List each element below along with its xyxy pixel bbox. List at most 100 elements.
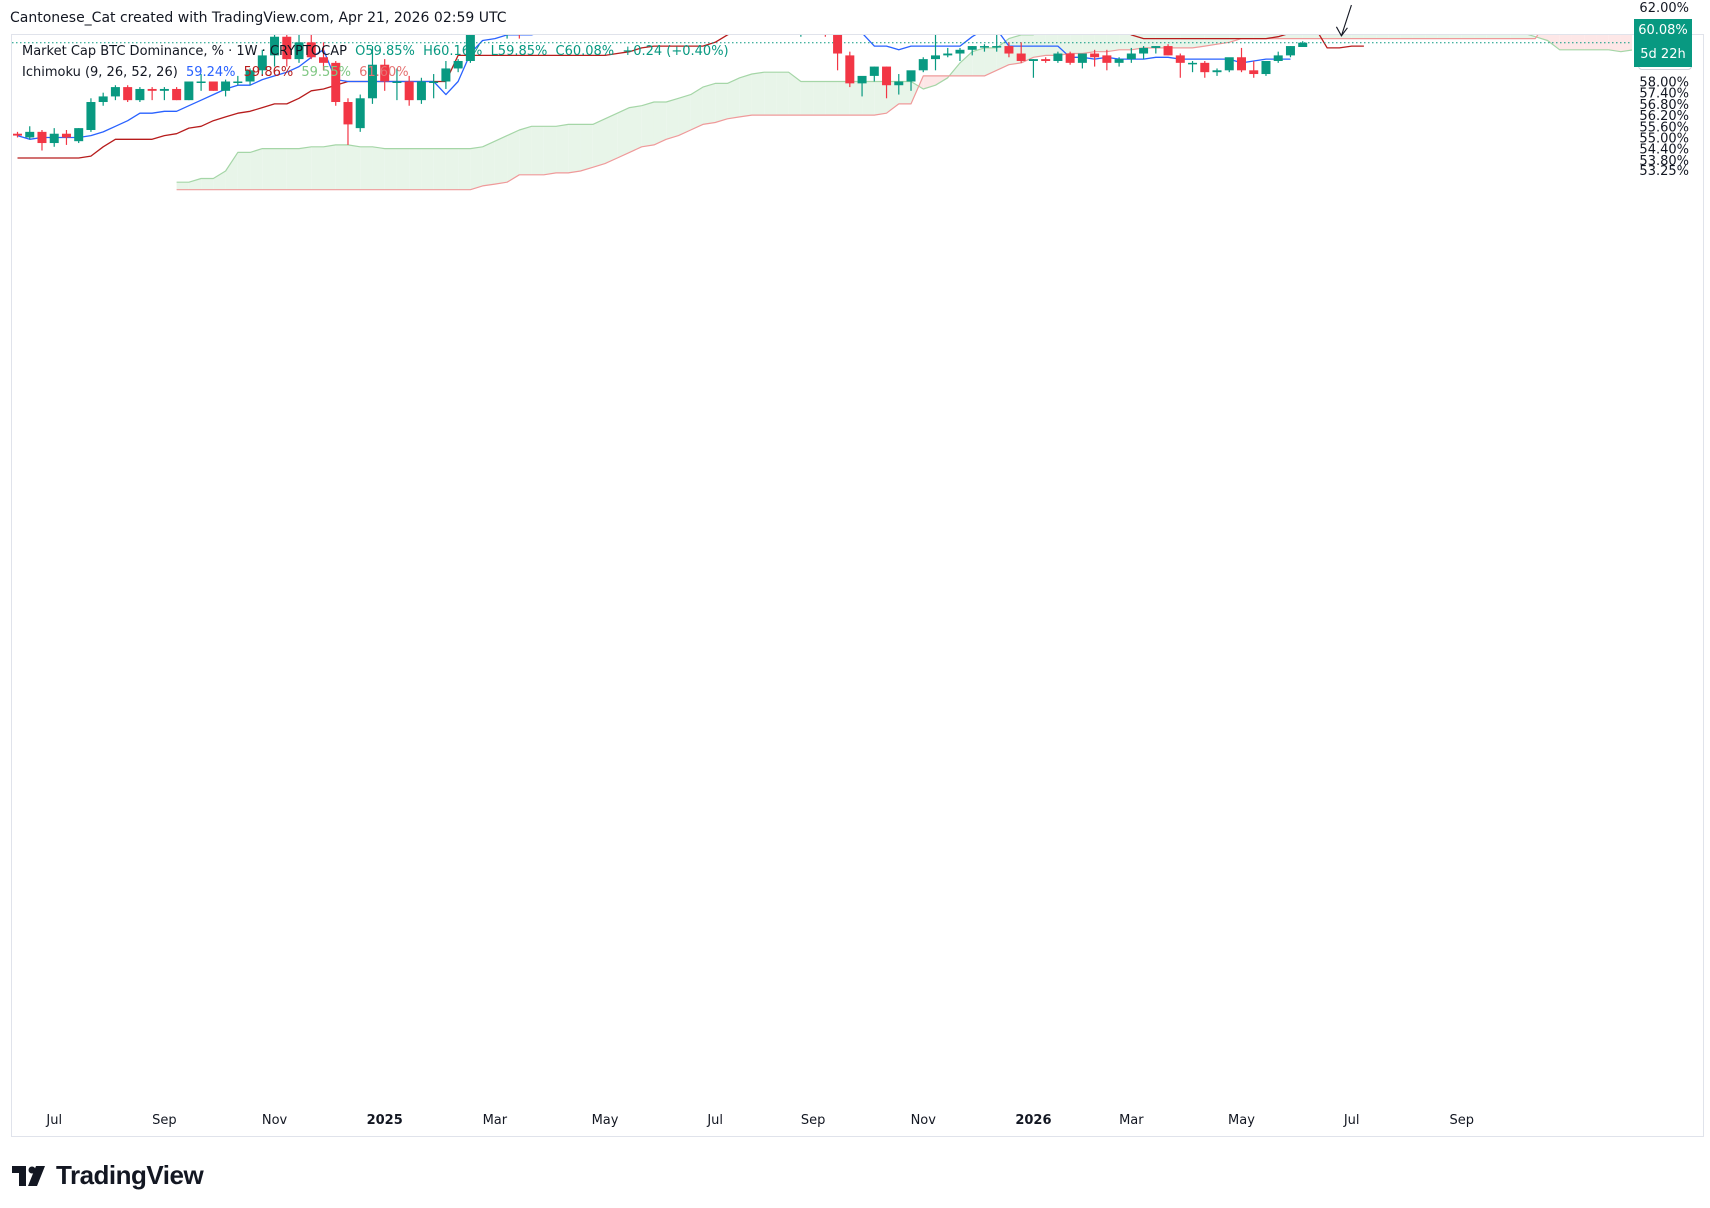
cloud-segment [1449, 35, 1462, 39]
candle-body [343, 102, 353, 125]
candle-body [1114, 59, 1124, 63]
cloud-segment [372, 146, 385, 190]
cloud-segment [1302, 35, 1315, 39]
cloud-segment [715, 83, 728, 123]
span-b-value: 61.60% [359, 65, 409, 80]
cloud-segment [250, 148, 263, 190]
cloud-segment [1510, 35, 1524, 39]
candle-body [1237, 57, 1246, 71]
candle-body [1090, 53, 1100, 58]
candle-body [257, 55, 267, 71]
candle-body [355, 98, 365, 129]
candle-body [1188, 62, 1198, 65]
cloud-segment [188, 178, 202, 190]
candle-body [552, 11, 561, 13]
cloud-segment [433, 148, 446, 190]
cloud-segment [898, 81, 912, 104]
candle-body [1016, 53, 1026, 61]
cloud-segment [1278, 35, 1291, 39]
cloud-segment [1620, 35, 1632, 52]
cloud-segment [1057, 35, 1071, 56]
cloud-segment [1363, 35, 1377, 39]
cloud-segment [764, 72, 777, 116]
candle-body [918, 59, 928, 71]
candle-body [882, 66, 892, 86]
candle-body [61, 133, 71, 138]
cloud-segment [813, 81, 826, 116]
cloud-segment [1155, 35, 1169, 48]
cloud-segment [507, 129, 520, 183]
cloud-segment [959, 51, 973, 76]
symbol-legend[interactable]: Market Cap BTC Dominance, % · 1W · CRYPT… [22, 44, 733, 59]
cloud-segment [751, 72, 765, 116]
price-tick-label: 56.80% [1639, 98, 1689, 113]
cloud-segment [862, 81, 875, 116]
arrow-shaft [1340, 4, 1352, 36]
cloud-segment [1229, 35, 1242, 43]
price-tick-label: 62.00% [1639, 1, 1689, 16]
cloud-segment [984, 47, 997, 76]
candle-body [1261, 60, 1271, 75]
cloud-segment [886, 81, 899, 114]
cloud-segment [1608, 35, 1621, 52]
price-tick-label: 55.60% [1639, 120, 1689, 135]
candle-body [37, 131, 47, 144]
cloud-segment [1461, 35, 1475, 39]
candle-body [13, 133, 22, 136]
cloud-segment [849, 81, 863, 116]
cloud-segment [360, 146, 373, 190]
cloud-segment [1217, 35, 1230, 45]
cloud-segment [1094, 35, 1107, 52]
candle-body [1028, 59, 1038, 61]
ichimoku-spans [176, 35, 1632, 191]
cloud-segment [1584, 35, 1597, 50]
candle-body [367, 64, 377, 99]
candle-body [1041, 59, 1051, 61]
time-axis[interactable]: Jul Sep Nov 2025 Mar May Jul Sep Nov 2026 Mar May Ju… [45, 1113, 1474, 1128]
candle-body [539, 11, 548, 24]
candle-body [233, 81, 243, 83]
candle-body [809, 12, 818, 21]
candle-body [943, 53, 953, 56]
cloud-segment [409, 148, 422, 190]
cloud-segment [1694, 14, 1706, 59]
cloud-segment [1265, 35, 1279, 39]
cloud-segment [176, 182, 189, 190]
candle-body [869, 66, 879, 76]
current-price-label: 60.08% [1634, 18, 1692, 43]
indicator-legend[interactable]: Ichimoku (9, 26, 52, 26) 59.24% 59.86% 5… [22, 65, 413, 80]
base-line [17, 35, 1364, 159]
cloud-segment [1339, 35, 1352, 39]
cloud-segment [653, 102, 667, 145]
ohlc-close: C60.08% [555, 44, 615, 59]
candle-body [1273, 55, 1283, 61]
cloud-segment [605, 113, 618, 164]
ichimoku-label: Ichimoku (9, 26, 52, 26) [22, 65, 178, 80]
cloud-segment [1474, 35, 1487, 39]
candle-body [478, 12, 487, 29]
ohlc-high: H60.16% [423, 44, 483, 59]
candle-body [1200, 62, 1210, 73]
cloud-segment [739, 74, 752, 117]
cloud-segment [678, 94, 691, 136]
candle-body [1212, 70, 1222, 73]
base-value: 59.86% [243, 65, 294, 80]
cloud-segment [1192, 35, 1205, 48]
cloud-segment [776, 72, 789, 116]
candle-body [196, 81, 206, 83]
cloud-segment [237, 152, 251, 190]
candle-body [1151, 46, 1161, 48]
candle-body [404, 81, 414, 101]
time-tick-label: Mar [1119, 1113, 1144, 1128]
candle-body [184, 81, 194, 101]
tradingview-logo[interactable]: TradingView [12, 1160, 204, 1191]
candle-body [49, 133, 59, 144]
cloud-segment [396, 148, 410, 190]
candle-body [441, 68, 451, 82]
candle-body [527, 24, 536, 33]
cloud-segment [690, 87, 703, 130]
tradingview-brand-text: TradingView [56, 1160, 204, 1190]
cloud-segment [1327, 35, 1340, 39]
cloud-segment [299, 146, 312, 190]
